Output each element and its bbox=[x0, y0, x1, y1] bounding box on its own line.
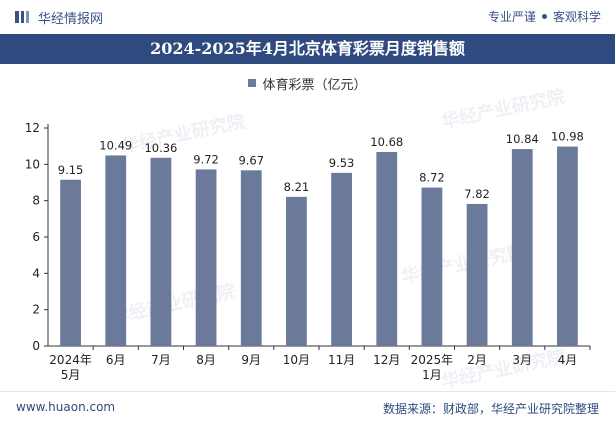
bar bbox=[195, 169, 217, 346]
bar bbox=[511, 149, 533, 346]
x-tick-label: 4月 bbox=[558, 353, 578, 367]
y-tick-label: 10 bbox=[25, 157, 40, 171]
bar bbox=[466, 203, 488, 346]
bar-value-label: 10.98 bbox=[551, 130, 584, 144]
bar-value-label: 9.15 bbox=[58, 163, 84, 177]
chart-title: 2024-2025年4月北京体育彩票月度销售额 bbox=[0, 34, 615, 64]
x-tick-label: 7月 bbox=[151, 353, 171, 367]
bar bbox=[150, 157, 172, 346]
bar-value-label: 7.82 bbox=[464, 187, 490, 201]
bar bbox=[286, 196, 307, 346]
x-tick-label: 2024年 5月 bbox=[49, 353, 92, 382]
bar-value-label: 8.72 bbox=[419, 171, 445, 185]
tagline-left: 专业严谨 bbox=[487, 10, 536, 24]
bar bbox=[60, 179, 81, 346]
y-tick-label: 12 bbox=[25, 121, 40, 135]
bar bbox=[376, 151, 398, 346]
data-credit: 数据来源：财政部，华经产业研究院整理 bbox=[382, 402, 599, 416]
x-tick-label: 10月 bbox=[283, 353, 310, 367]
bar bbox=[331, 172, 352, 346]
tagline: 专业严谨 客观科学 bbox=[488, 8, 601, 25]
bar-value-label: 10.84 bbox=[506, 132, 539, 146]
tagline-right: 客观科学 bbox=[552, 10, 601, 24]
legend: 体育彩票（亿元） bbox=[0, 72, 615, 94]
legend-swatch bbox=[248, 79, 257, 87]
bar-value-label: 10.68 bbox=[370, 135, 403, 149]
source-url: www.huaon.com bbox=[16, 400, 116, 414]
y-tick-label: 2 bbox=[32, 303, 40, 317]
bar-chart: 0 2 4 6 8 10 12 9.15 2024年 5月 10.49 6月 10.36 7月 9.72 8月… bbox=[25, 121, 591, 382]
bar bbox=[105, 155, 127, 346]
header-bar: 华经情报网 专业严谨 客观科学 bbox=[0, 0, 615, 34]
x-tick-label: 9月 bbox=[241, 353, 261, 367]
y-tick-label: 0 bbox=[32, 339, 40, 353]
huajing-logo-icon bbox=[15, 11, 29, 23]
tagline-dot-icon bbox=[541, 14, 547, 19]
x-tick-label: 11月 bbox=[328, 353, 355, 367]
bar-value-label: 9.53 bbox=[329, 156, 355, 170]
x-tick-label: 2月 bbox=[467, 353, 487, 367]
x-tick-label: 6月 bbox=[106, 353, 126, 367]
site-name: 华经情报网 bbox=[38, 12, 104, 27]
bar-value-label: 10.49 bbox=[99, 138, 132, 152]
bar bbox=[240, 170, 262, 346]
bar bbox=[557, 146, 578, 346]
bar-value-label: 8.21 bbox=[284, 180, 310, 194]
y-tick-label: 6 bbox=[32, 230, 40, 244]
bar-value-label: 10.36 bbox=[144, 141, 177, 155]
footer: www.huaon.com 数据来源：财政部，华经产业研究院整理 bbox=[0, 391, 615, 428]
y-tick-label: 4 bbox=[32, 266, 40, 280]
bar-value-label: 9.67 bbox=[238, 153, 264, 167]
bar bbox=[421, 187, 443, 346]
legend-label: 体育彩票（亿元） bbox=[262, 77, 367, 93]
x-tick-label: 8月 bbox=[196, 353, 216, 367]
x-tick-label: 12月 bbox=[373, 353, 400, 367]
y-tick-label: 8 bbox=[32, 194, 40, 208]
bar-value-label: 9.72 bbox=[193, 152, 219, 166]
x-tick-label: 2025年 1月 bbox=[411, 353, 454, 382]
x-tick-label: 3月 bbox=[512, 353, 532, 367]
